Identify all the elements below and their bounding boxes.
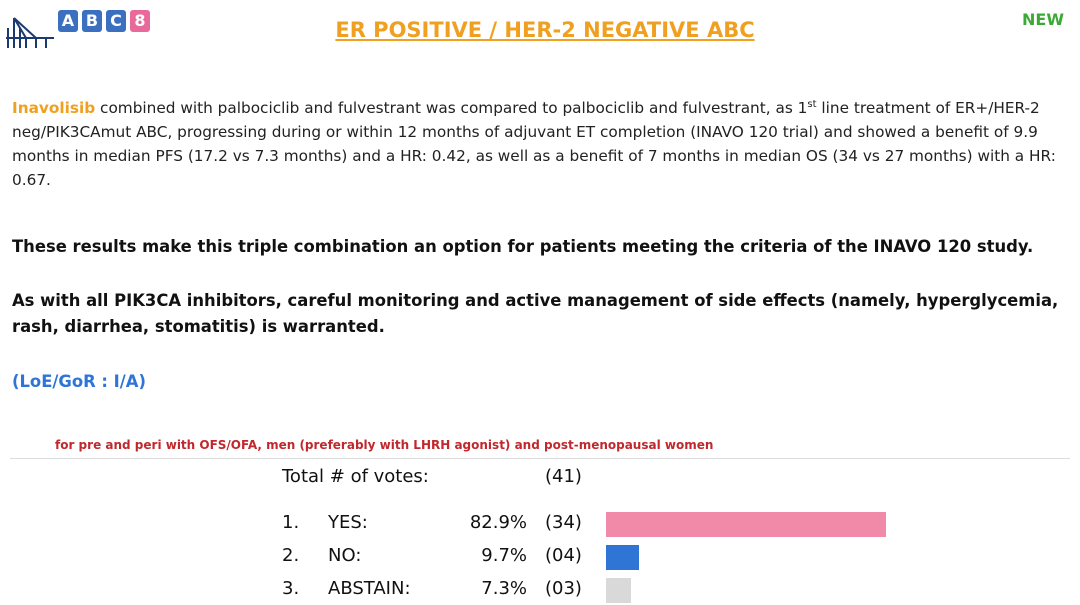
new-badge: NEW (1022, 10, 1064, 29)
logo-letter: 8 (130, 10, 150, 32)
option-count: (04) (545, 545, 582, 566)
option-label: YES: (328, 512, 368, 533)
option-label: NO: (328, 545, 362, 566)
option-share: 7.3% (481, 578, 527, 599)
option-number: 3. (282, 578, 300, 599)
statement: These results make this triple combinati… (12, 237, 1034, 256)
title: ER POSITIVE / HER-2 NEGATIVE ABC (335, 18, 755, 42)
vote-bar (606, 512, 887, 537)
divider (10, 458, 1070, 459)
total-label: Total # of votes: (282, 466, 429, 487)
logo-letter: B (82, 10, 102, 32)
option-number: 1. (282, 512, 300, 533)
superscript: st (807, 98, 817, 110)
text: combined with palbociclib and fulvestran… (95, 99, 808, 117)
option-number: 2. (282, 545, 300, 566)
option-count: (34) (545, 512, 582, 533)
evidence-level: (LoE/GoR : I/A) (12, 372, 146, 391)
option-count: (03) (545, 578, 582, 599)
vote-bar (606, 578, 631, 603)
statement: As with all PIK3CA inhibitors, careful m… (12, 291, 1059, 336)
option-share: 9.7% (481, 545, 527, 566)
option-share: 82.9% (469, 512, 527, 533)
drug-name: Inavolisib (12, 99, 96, 117)
logo-letter: C (106, 10, 126, 32)
total-votes: (41) (545, 466, 582, 487)
option-label: ABSTAIN: (328, 578, 411, 599)
logo-letter: A (58, 10, 78, 32)
vote-bar (606, 545, 639, 570)
paragraph: Inavolisib combined with palbociclib and… (12, 96, 1072, 192)
logo-icon (6, 17, 54, 48)
text: line treatment of ER+/HER-2 neg/PIK3CAmu… (12, 99, 1056, 189)
poll-note: for pre and peri with OFS/OFA, men (pref… (55, 438, 714, 452)
